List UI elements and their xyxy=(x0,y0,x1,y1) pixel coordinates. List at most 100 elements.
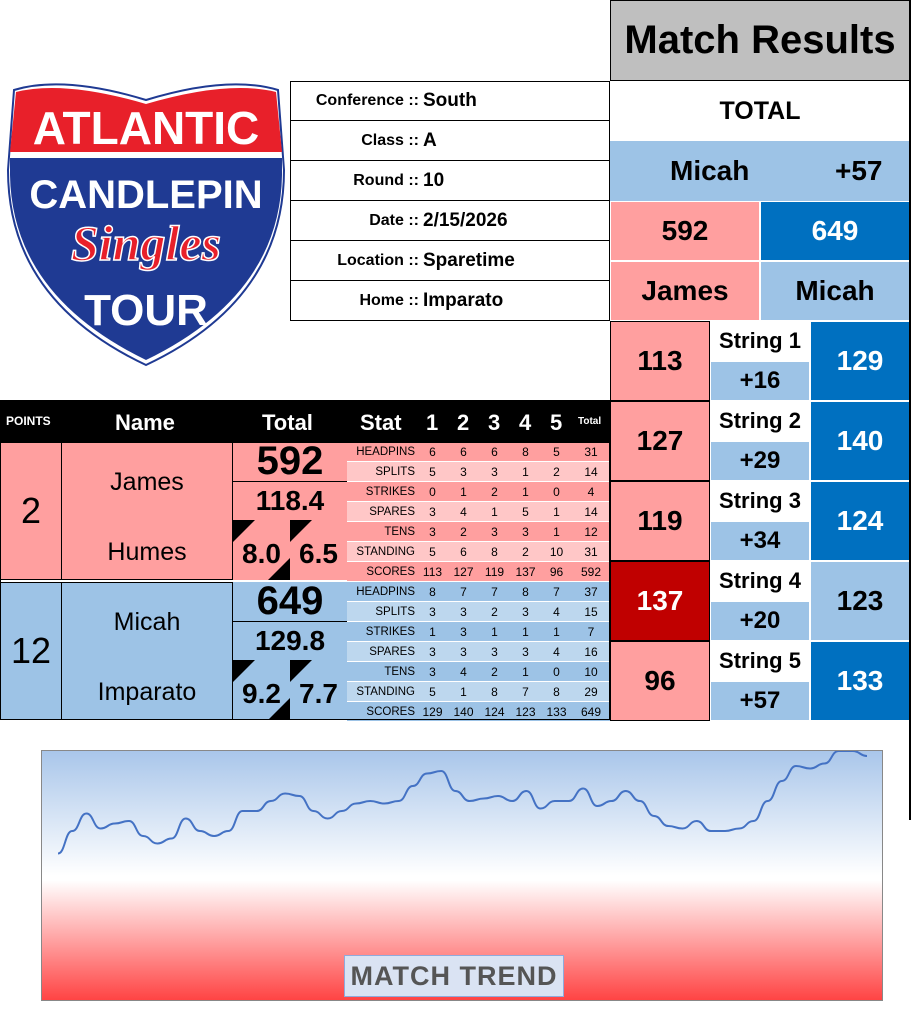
stat-row: STANDING 5 1 8 7 8 29 xyxy=(347,682,610,702)
stat-row: SPARES 3 4 1 5 1 14 xyxy=(347,502,610,522)
stat-cell: 3 xyxy=(491,524,498,539)
player-total: 649 xyxy=(233,579,347,623)
info-key: Home :: xyxy=(359,291,419,309)
stat-cell: 31 xyxy=(584,544,598,559)
stat-cell: 3 xyxy=(491,464,498,479)
stat-cell: HEADPINS xyxy=(356,585,415,598)
stat-cell: SPLITS xyxy=(375,465,415,478)
stat-cell: 3 xyxy=(522,524,529,539)
leader-row: Micah +57 xyxy=(610,141,910,201)
string-diff: +57 xyxy=(710,681,810,721)
info-value: South xyxy=(423,90,477,111)
stat-cell: 7 xyxy=(553,584,560,599)
player-first-name: James xyxy=(110,468,184,496)
info-value: 2/15/2026 xyxy=(423,209,508,231)
divider xyxy=(909,0,911,820)
player-name: James Humes xyxy=(62,442,233,580)
stat-cell: 129 xyxy=(422,704,443,719)
stat-cell: 1 xyxy=(491,504,498,519)
stat-cell: 2 xyxy=(460,524,467,539)
stat-cell: HEADPINS xyxy=(356,445,415,458)
header-total: Total xyxy=(262,410,313,435)
stat-cell: STRIKES xyxy=(365,625,415,638)
string-right-score: 129 xyxy=(810,321,910,401)
stat-cell: 3 xyxy=(460,624,467,639)
table-header: POINTS Name Total Stat 1 2 3 4 5 Total xyxy=(0,400,610,442)
string-label: String 5 xyxy=(710,641,810,681)
match-trend-chart: MATCH TREND xyxy=(41,750,883,1001)
player-last-name: Humes xyxy=(107,538,187,566)
stat-cell: SCORES xyxy=(366,705,415,718)
stat-cell: 0 xyxy=(553,664,560,679)
string-diff: +20 xyxy=(710,601,810,641)
stat-cell: 14 xyxy=(584,504,598,519)
svg-text:TOUR: TOUR xyxy=(84,286,208,335)
stat-cell: 3 xyxy=(429,644,436,659)
player-stat-b: 7.7 xyxy=(290,660,347,720)
stat-cell: STANDING xyxy=(356,545,415,558)
stat-cell: 0 xyxy=(553,484,560,499)
stat-cell: 10 xyxy=(549,544,564,559)
stat-cell: 1 xyxy=(522,664,529,679)
info-value: A xyxy=(423,129,437,151)
stat-cell: 4 xyxy=(553,604,560,619)
info-row: Conference :: South xyxy=(290,81,610,121)
stat-cell: 1 xyxy=(522,464,529,479)
stat-cell: 1 xyxy=(460,484,467,499)
stat-row: STANDING 5 6 8 2 10 31 xyxy=(347,542,610,562)
info-value: 10 xyxy=(423,169,445,191)
player-stat-b: 6.5 xyxy=(290,520,347,580)
stat-cell: 10 xyxy=(584,664,598,679)
stat-cell: 1 xyxy=(491,624,498,639)
stat-cell: 113 xyxy=(422,564,443,579)
stat-row: SPARES 3 3 3 3 4 16 xyxy=(347,642,610,662)
info-key: Location :: xyxy=(337,251,419,269)
stat-cell: 133 xyxy=(546,704,567,719)
player-average: 118.4 xyxy=(233,482,347,520)
stat-cell: 4 xyxy=(553,644,560,659)
player-stat-a: 9.2 xyxy=(233,660,290,720)
stat-cell: 8 xyxy=(491,684,498,699)
stat-cell: SPLITS xyxy=(375,605,415,618)
string-diff: +34 xyxy=(710,521,810,561)
leader-margin: +57 xyxy=(835,155,883,186)
player-last-name: Imparato xyxy=(97,678,197,706)
stat-cell: 4 xyxy=(460,504,467,519)
string-left-score: 137 xyxy=(610,561,710,641)
stat-cell: 3 xyxy=(460,604,467,619)
string-right-score: 123 xyxy=(810,561,910,641)
svg-text:CANDLEPIN: CANDLEPIN xyxy=(29,173,262,217)
stat-cell: 5 xyxy=(429,684,436,699)
stat-cell: 2 xyxy=(491,604,498,619)
stat-cell: 1 xyxy=(522,624,529,639)
stat-cell: 3 xyxy=(429,604,436,619)
header-col-4: 4 xyxy=(519,410,532,435)
player-points: 2 xyxy=(0,442,62,580)
stat-cell: 592 xyxy=(580,564,602,579)
header-col-3: 3 xyxy=(488,410,501,435)
stat-cell: 1 xyxy=(522,484,529,499)
stat-cell: 1 xyxy=(553,504,560,519)
stat-cell: TENS xyxy=(384,665,415,678)
stat-cell: 6 xyxy=(460,444,467,459)
player-points: 12 xyxy=(0,582,62,720)
stat-cell: TENS xyxy=(384,525,415,538)
string-right-score: 124 xyxy=(810,481,910,561)
stat-cell: SCORES xyxy=(366,565,415,578)
stat-cell: 2 xyxy=(491,484,498,499)
info-value: Sparetime xyxy=(423,249,515,271)
stat-cell: 3 xyxy=(522,644,529,659)
stat-cell: 16 xyxy=(584,644,598,659)
chart-title: MATCH TREND xyxy=(344,955,564,997)
string-diff: +29 xyxy=(710,441,810,481)
string-label: String 1 xyxy=(710,321,810,361)
score-right: 649 xyxy=(760,201,910,261)
stat-cell: 6 xyxy=(429,444,436,459)
player-first-name: Micah xyxy=(113,608,181,636)
stat-cell: 8 xyxy=(491,544,498,559)
stat-cell: 5 xyxy=(429,544,436,559)
svg-text:Singles: Singles xyxy=(71,215,221,271)
stat-cell: 3 xyxy=(460,464,467,479)
stat-row: TENS 3 2 3 3 1 12 xyxy=(347,522,610,542)
stat-cell: 96 xyxy=(549,564,564,579)
